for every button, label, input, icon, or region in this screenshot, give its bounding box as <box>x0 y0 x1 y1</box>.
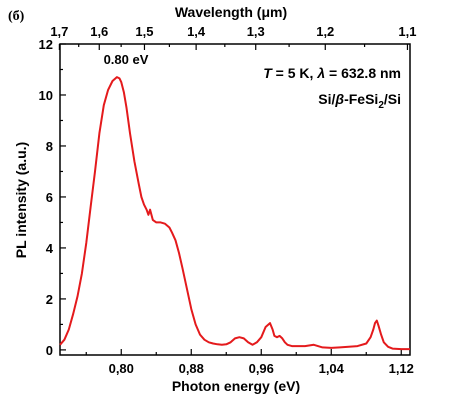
left-axis-ticks: 0 2 4 6 8 10 12 <box>39 37 66 358</box>
x-tick-label: 1,12 <box>389 361 414 376</box>
y-tick-label: 8 <box>46 139 53 154</box>
y-tick-label: 6 <box>46 190 53 205</box>
x-axis-title: Photon energy (eV) <box>172 378 300 394</box>
pl-spectrum-line <box>59 76 410 351</box>
y-tick-label: 12 <box>39 37 53 52</box>
top-tick-label: 1,6 <box>90 24 108 39</box>
bottom-axis-ticks: 0,80 0,88 0,96 1,04 1,12 <box>85 349 414 376</box>
x-tick-label: 0,88 <box>179 361 204 376</box>
top-tick-label: 1,2 <box>316 24 334 39</box>
x-tick-label: 0,80 <box>109 361 134 376</box>
plot-frame <box>59 43 411 356</box>
y-tick-label: 0 <box>46 343 53 358</box>
x-tick-label: 0,96 <box>249 361 274 376</box>
y-axis-title: PL intensity (a.u.) <box>13 142 29 258</box>
top-tick-label: 1,7 <box>50 24 68 39</box>
x-tick-label: 1,04 <box>319 361 345 376</box>
top-tick-label: 1,3 <box>247 24 265 39</box>
y-tick-label: 10 <box>39 88 53 103</box>
top-tick-label: 1,4 <box>187 24 206 39</box>
peak-label: 0.80 eV <box>104 52 149 67</box>
y-tick-label: 2 <box>46 292 53 307</box>
top-tick-label: 1,5 <box>135 24 153 39</box>
sample-annotation: Si/β-FeSi2/Si <box>318 91 401 111</box>
y-tick-label: 4 <box>46 241 54 256</box>
top-axis-title: Wavelength (μm) <box>175 4 287 20</box>
top-tick-label: 1,1 <box>398 24 416 39</box>
panel-label: (б) <box>8 9 25 24</box>
top-axis-ticks: 1,7 1,6 1,5 1,4 1,3 1,2 1,1 <box>50 24 416 50</box>
conditions-annotation: T = 5 K, λ = 632.8 nm <box>263 65 401 81</box>
